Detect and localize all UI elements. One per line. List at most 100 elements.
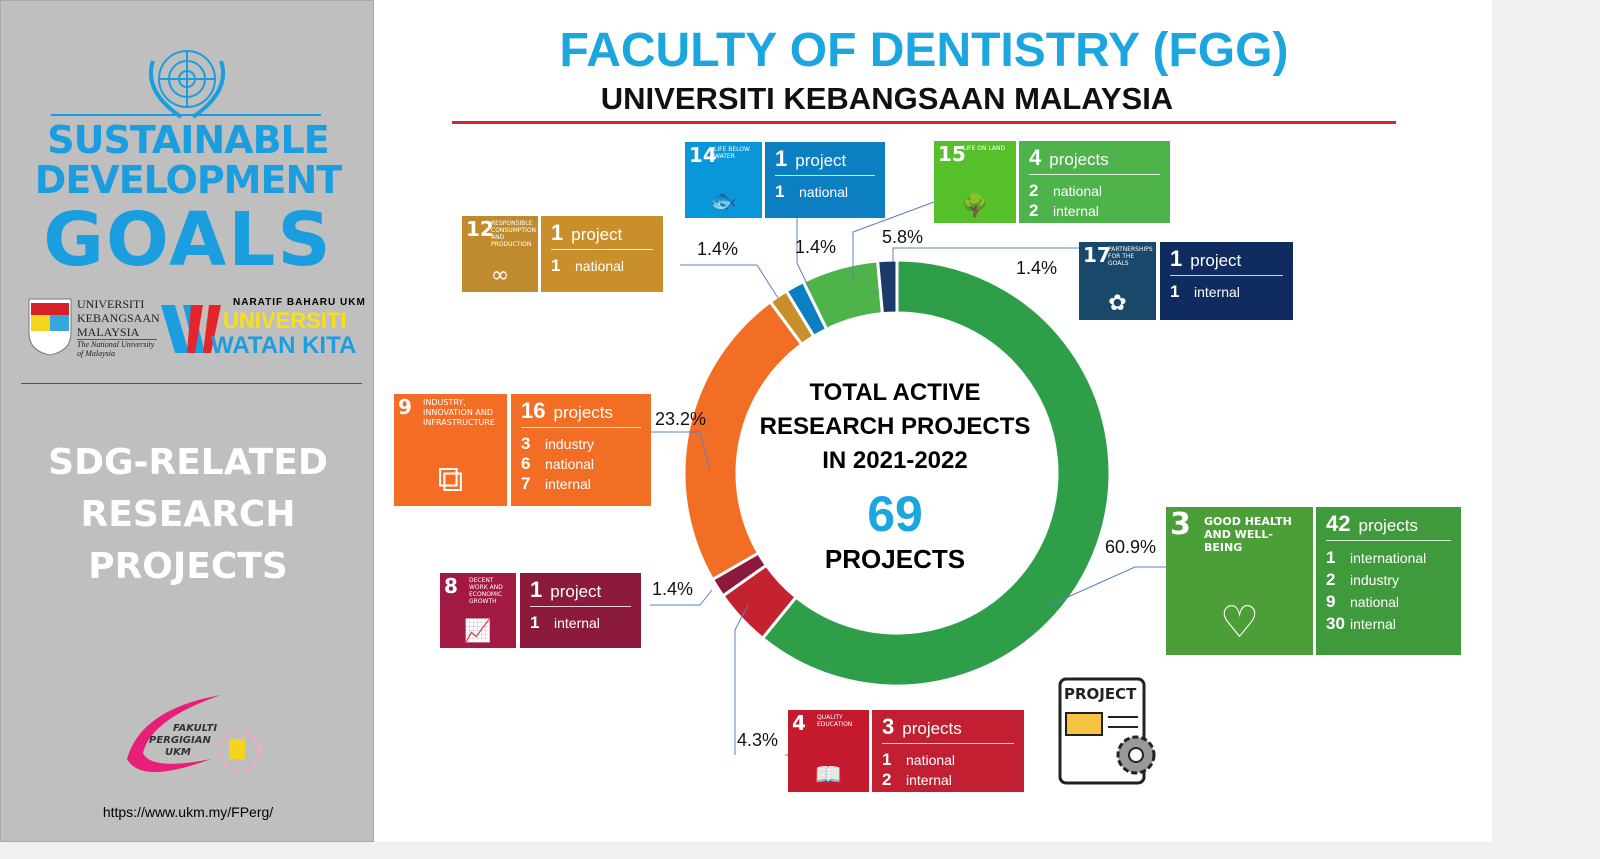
total-count: 69	[867, 486, 923, 542]
pct-label-sdg12: 1.4%	[697, 239, 739, 259]
sdg9-project-summary: 16 projects 3 industry 6 national 7 internal	[511, 394, 651, 506]
divider	[51, 114, 321, 116]
leader-line	[734, 604, 749, 755]
breakdown-row: 7 internal	[521, 474, 591, 493]
divider	[21, 383, 362, 384]
sdg12-project-summary: 1 project 1 national	[541, 216, 663, 292]
sdg-name: LIFE BELOW WATER	[714, 146, 750, 160]
sdg8-glyph-icon: 📈	[464, 619, 492, 644]
sdg-name: DECENT WORK AND ECONOMIC GROWTH	[469, 577, 503, 605]
title-underline	[452, 121, 1396, 124]
breakdown-row: 2 internal	[1029, 201, 1099, 220]
sdg4-icon: 4 QUALITY EDUCATION 📖	[788, 710, 869, 792]
sdg-name: LIFE ON LAND	[963, 145, 1006, 152]
donut-chart	[650, 201, 1166, 756]
center-label: TOTAL ACTIVE RESEARCH PROJECTS IN 2021-202…	[759, 379, 1031, 474]
sdg-logo-line3: GOALS	[43, 197, 333, 283]
un-emblem-icon	[148, 50, 226, 119]
sdg4-project-summary: 3 projects 1 national 2 internal	[872, 710, 1024, 792]
sdg-name: RESPONSIBLE CONSUMPTION AND PRODUCTION	[491, 220, 537, 248]
project-count: 3 projects	[882, 716, 1014, 744]
project-count: 1 project	[775, 148, 875, 176]
project-count: 42 projects	[1326, 513, 1451, 541]
sdg-logo-line2: DEVELOPMENT	[34, 158, 342, 202]
sdg12-glyph-icon: ∞	[490, 263, 510, 288]
sdg-name: INDUSTRY, INNOVATION AND INFRASTRUCTURE	[423, 398, 495, 427]
page-subtitle: UNIVERSITI KEBANGSAAN MALAYSIA	[600, 81, 1174, 116]
sdg-number: 8	[444, 574, 458, 598]
sdg14-glyph-icon: 🐟	[709, 189, 738, 214]
breakdown-row: 2 industry	[1326, 570, 1400, 589]
sdg3-glyph-icon: ♡	[1219, 597, 1260, 648]
leader-line	[1049, 566, 1166, 606]
project-count: 1 project	[1170, 248, 1283, 276]
sdg-number: 3	[1170, 507, 1191, 542]
sdg17-glyph-icon: ✿	[1108, 291, 1127, 316]
page-title: FACULTY OF DENTISTRY (FGG)	[559, 24, 1289, 77]
leader-line	[892, 247, 1079, 262]
sdg15-project-summary: 4 projects 2 national 2 internal	[1019, 141, 1170, 223]
sdg-number: 9	[398, 395, 412, 419]
breakdown-row: 1 national	[551, 256, 625, 275]
sdg15-icon: 15 LIFE ON LAND 🌳	[934, 141, 1016, 223]
breakdown-row: 2 internal	[882, 770, 952, 789]
leader-line	[650, 431, 711, 471]
sdg-name: GOOD HEALTH AND WELL-BEING	[1204, 515, 1292, 554]
sdg-number: 15	[938, 142, 966, 166]
svg-text:PROJECT: PROJECT	[1064, 685, 1137, 703]
sdg4-glyph-icon: 📖	[814, 763, 843, 788]
sdg8-icon: 8 DECENT WORK AND ECONOMIC GROWTH 📈	[440, 573, 516, 648]
donut-slice-sdg-17	[876, 258, 899, 316]
sdg8-project-summary: 1 project 1 internal	[520, 573, 641, 648]
project-count: 4 projects	[1029, 147, 1160, 175]
leader-line	[680, 264, 779, 299]
sdg15-glyph-icon: 🌳	[961, 194, 989, 219]
pct-label-sdg15: 5.8%	[882, 227, 924, 247]
breakdown-row: 30 internal	[1326, 614, 1396, 633]
pct-label-sdg3: 60.9%	[1105, 537, 1157, 557]
sdg9-icon: 9 INDUSTRY, INNOVATION AND INFRASTRUCTURE…	[394, 394, 507, 506]
infographic: SUSTAINABLE DEVELOPMENT GOALS UNIVERSITI…	[0, 0, 1492, 842]
ukm-crest-icon	[28, 298, 72, 356]
sdg-number: 12	[466, 217, 494, 241]
breakdown-row: 3 industry	[521, 434, 595, 453]
pct-label-sdg4: 4.3%	[737, 730, 779, 750]
pct-label-sdg8: 1.4%	[652, 579, 694, 599]
sdg-number: 17	[1083, 243, 1111, 267]
sidebar: SUSTAINABLE DEVELOPMENT GOALS UNIVERSITI…	[0, 0, 374, 842]
sdg14-icon: 14 LIFE BELOW WATER 🐟	[685, 142, 762, 218]
total-unit: PROJECTS	[824, 544, 966, 574]
pct-label-sdg17: 1.4%	[1016, 258, 1058, 278]
leader-line	[852, 201, 935, 280]
svg-text:UKM: UKM	[165, 747, 191, 758]
sdg17-project-summary: 1 project 1 internal	[1160, 242, 1293, 320]
sdg17-icon: 17 PARTNERSHIPS FOR THE GOALS ✿	[1079, 242, 1156, 320]
sdg-number: 4	[792, 711, 806, 735]
universiti-watan-kita-logo: NARATIF BAHARU UKM UNIVERSITI WATAN KITA	[161, 297, 365, 359]
breakdown-row: 1 internal	[1170, 282, 1240, 301]
project-document-icon: PROJECT	[1058, 677, 1156, 785]
leader-line	[796, 262, 811, 291]
leader-line	[650, 589, 713, 606]
pct-label-sdg14: 1.4%	[795, 237, 837, 257]
breakdown-row: 1 national	[882, 750, 956, 769]
breakdown-row: 1 international	[1326, 548, 1427, 567]
project-count: 1 project	[530, 579, 631, 607]
donut-slice-sdg-3	[760, 258, 1112, 688]
leader-lines	[650, 201, 1166, 756]
sdg3-project-summary: 42 projects 1 international 2 industry 9 nation…	[1316, 507, 1461, 655]
sdg9-glyph-icon: ⧉	[437, 459, 464, 500]
breakdown-row: 2 national	[1029, 181, 1103, 200]
breakdown-row: 1 national	[775, 182, 849, 201]
breakdown-row: 1 internal	[530, 613, 600, 632]
sdg14-project-summary: 1 project 1 national	[765, 142, 885, 218]
sdg3-icon: 3 GOOD HEALTH AND WELL-BEING ♡	[1166, 507, 1313, 655]
sdg-name: PARTNERSHIPS FOR THE GOALS	[1108, 246, 1153, 267]
sdg-logo-line1: SUSTAINABLE	[47, 118, 329, 162]
faculty-url[interactable]: https://www.ukm.my/FPerg/	[102, 804, 274, 820]
pct-label-sdg9: 23.2%	[655, 409, 707, 429]
svg-text:FAKULTI: FAKULTI	[173, 723, 217, 734]
sdg-number: 14	[689, 143, 717, 167]
sdg-name: QUALITY EDUCATION	[817, 714, 853, 728]
